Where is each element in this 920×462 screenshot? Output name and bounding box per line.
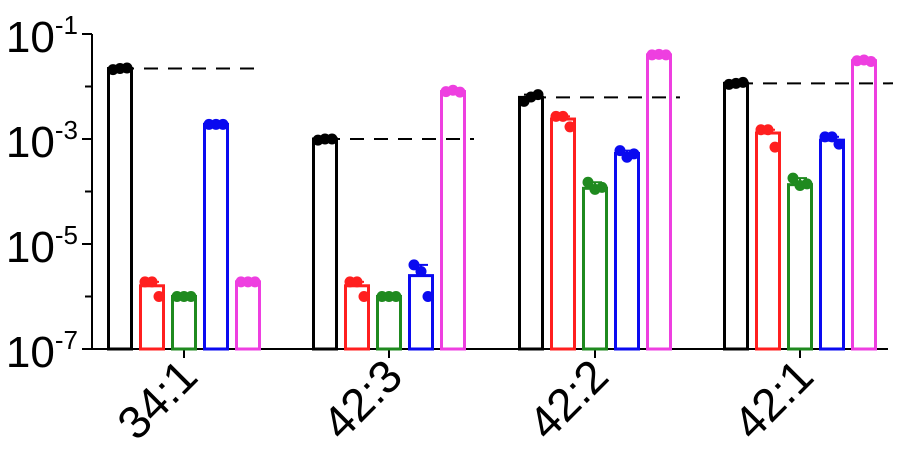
bar xyxy=(518,95,544,351)
data-point xyxy=(762,124,774,136)
x-tick-label: 34:1 xyxy=(107,349,207,449)
data-point xyxy=(415,265,427,277)
data-point xyxy=(833,138,845,150)
data-point xyxy=(351,276,363,288)
data-point xyxy=(557,110,569,122)
data-point xyxy=(614,145,626,157)
data-point xyxy=(358,291,370,302)
data-point xyxy=(582,176,594,188)
bar xyxy=(171,295,197,351)
bar xyxy=(550,117,576,351)
bars xyxy=(107,53,877,351)
bar xyxy=(646,53,672,351)
data-point xyxy=(422,291,434,302)
x-axis: 34:1 42:3 42:2 42:1 xyxy=(92,348,888,449)
data-point xyxy=(146,276,158,288)
x-tick-label: 42:2 xyxy=(518,349,618,449)
bar xyxy=(376,295,402,351)
y-tick-label: 10-7 xyxy=(6,325,78,377)
data-point xyxy=(532,89,544,101)
data-point xyxy=(564,121,576,133)
y-tick-label: 10-1 xyxy=(6,10,78,62)
data-point xyxy=(801,178,813,190)
bar xyxy=(203,122,229,351)
y-tick-label: 10-5 xyxy=(6,220,78,272)
data-point xyxy=(769,141,781,153)
data-point xyxy=(660,49,672,61)
reference-lines xyxy=(120,67,893,140)
bar xyxy=(851,59,877,351)
data-point xyxy=(326,133,338,145)
data-point xyxy=(737,76,749,88)
data-point xyxy=(153,291,165,302)
data-point xyxy=(185,291,197,302)
y-axis: 10-1 10-3 10-5 10-7 xyxy=(6,10,93,377)
x-tick-label: 42:1 xyxy=(723,349,823,449)
data-point xyxy=(865,55,877,67)
bar xyxy=(614,151,640,351)
bar xyxy=(582,186,608,351)
data-point xyxy=(628,148,640,160)
data-point xyxy=(390,291,402,302)
data-point xyxy=(454,86,466,98)
bar xyxy=(107,67,133,351)
points xyxy=(107,48,877,302)
bar xyxy=(819,138,845,351)
data-point xyxy=(249,276,261,288)
bar xyxy=(235,280,261,351)
x-tick-label: 42:3 xyxy=(312,349,412,449)
bar xyxy=(723,81,749,351)
bar xyxy=(408,274,434,351)
y-tick-label: 10-3 xyxy=(6,115,78,167)
bar xyxy=(440,90,466,351)
data-point xyxy=(121,62,133,74)
bar xyxy=(787,183,813,351)
data-point xyxy=(217,118,229,130)
data-point xyxy=(787,172,799,184)
data-point xyxy=(408,259,420,271)
bar xyxy=(755,131,781,351)
data-point xyxy=(826,131,838,143)
data-point xyxy=(596,181,608,193)
bar xyxy=(312,137,338,351)
